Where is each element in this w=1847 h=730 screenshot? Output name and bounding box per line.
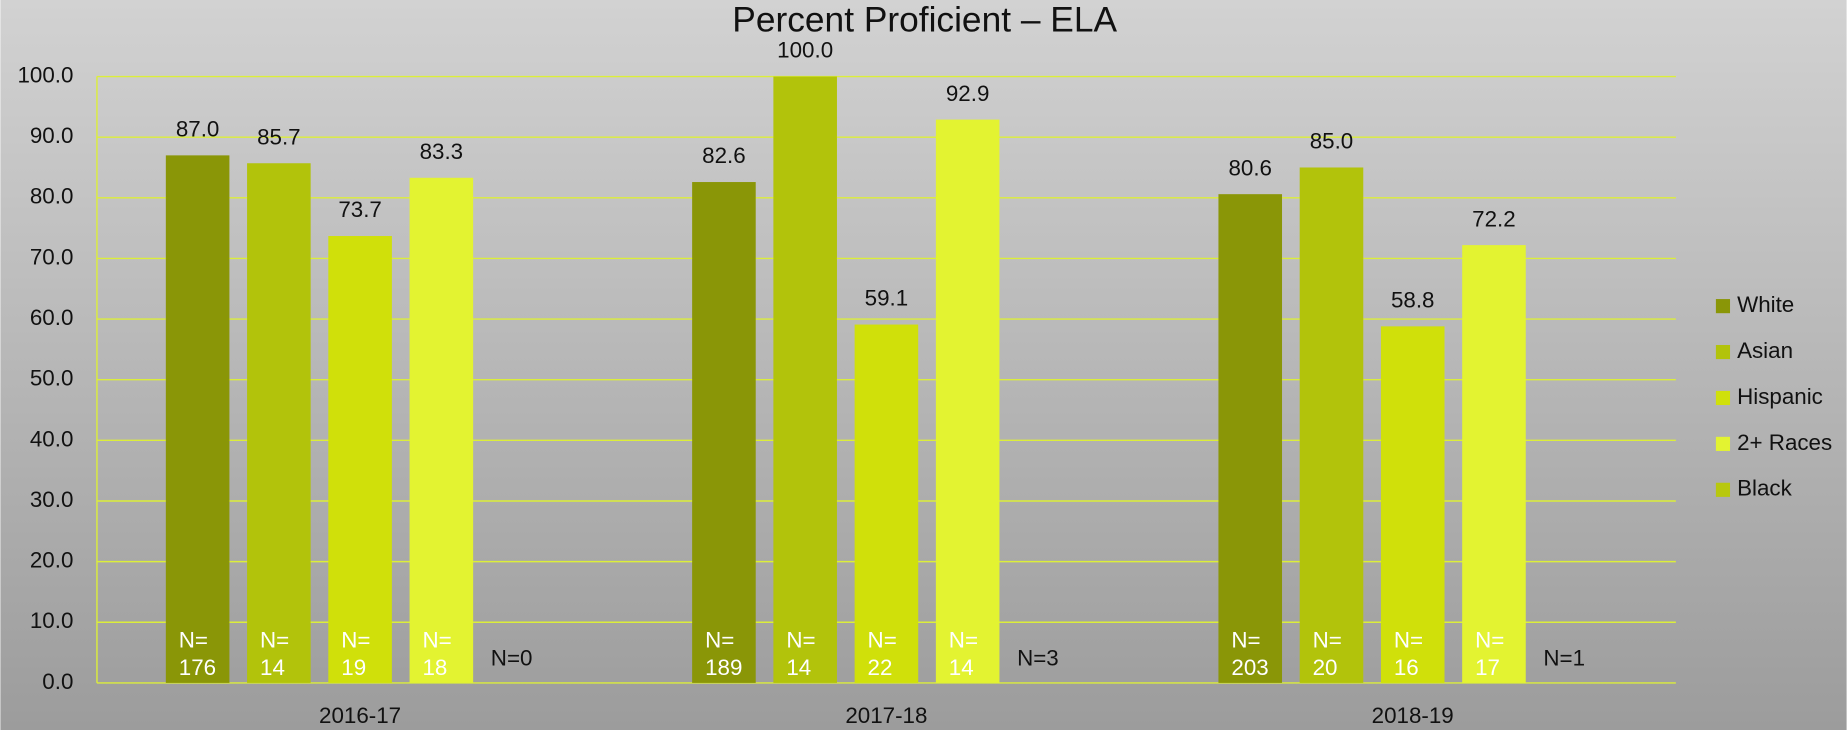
legend-swatch xyxy=(1715,436,1731,451)
n-label-line: N= xyxy=(949,628,978,653)
bar xyxy=(247,163,311,683)
bar xyxy=(1218,194,1283,683)
n-label-line: N=0 xyxy=(491,645,533,670)
n-label: N= 18 xyxy=(423,628,452,680)
y-tick-label: 30.0 xyxy=(30,487,74,512)
n-label-line: N=1 xyxy=(1543,645,1585,670)
n-label-line: 14 xyxy=(260,655,285,680)
n-label-line: N= xyxy=(1475,628,1504,653)
n-label-line: N= xyxy=(423,628,452,653)
n-label-line: 16 xyxy=(1394,655,1419,680)
y-tick-label: 80.0 xyxy=(30,184,74,209)
legend-swatch xyxy=(1715,299,1731,314)
n-label: N= 14 xyxy=(786,628,815,680)
n-label: N=0 xyxy=(491,645,533,670)
y-tick-label: 100.0 xyxy=(17,62,73,87)
n-label-line: N= xyxy=(179,628,208,653)
n-label: N= 203 xyxy=(1231,628,1268,680)
value-label: 80.6 xyxy=(1228,155,1272,180)
n-label: N= 22 xyxy=(868,628,897,680)
n-label-line: N= xyxy=(1394,628,1423,653)
y-tick-label: 60.0 xyxy=(30,305,74,330)
value-label: 85.7 xyxy=(257,124,301,149)
chart-title: Percent Proficient – ELA xyxy=(732,1,1117,40)
n-label: N= 17 xyxy=(1475,628,1504,680)
bar xyxy=(935,119,1000,683)
n-label-line: 17 xyxy=(1475,655,1500,680)
n-label: N= 20 xyxy=(1313,628,1342,680)
n-label-line: 18 xyxy=(423,655,448,680)
n-label: N= 176 xyxy=(179,628,216,680)
legend-label: Black xyxy=(1737,476,1792,501)
y-tick-label: 90.0 xyxy=(30,123,74,148)
y-tick-label: 10.0 xyxy=(30,608,74,633)
value-label: 83.3 xyxy=(420,139,464,164)
bar xyxy=(854,324,919,683)
legend-swatch xyxy=(1715,344,1731,360)
legend-swatch xyxy=(1715,390,1731,406)
y-tick-label: 0.0 xyxy=(42,669,73,694)
x-tick-label: 2018-19 xyxy=(1372,703,1454,728)
n-label: N=1 xyxy=(1543,645,1585,670)
bar xyxy=(692,182,756,683)
n-label: N=3 xyxy=(1017,645,1059,670)
bar xyxy=(409,177,474,683)
y-tick-label: 50.0 xyxy=(30,366,74,391)
x-tick-label: 2016-17 xyxy=(319,703,401,728)
legend-label: Hispanic xyxy=(1737,384,1823,409)
value-label: 82.6 xyxy=(702,143,746,168)
value-label: 100.0 xyxy=(777,38,833,63)
n-label-line: N= xyxy=(705,628,734,653)
n-label-line: 176 xyxy=(179,655,216,680)
n-label-line: N=3 xyxy=(1017,645,1059,670)
n-label: N= 189 xyxy=(705,628,742,680)
value-label: 58.8 xyxy=(1391,288,1435,313)
y-tick-label: 70.0 xyxy=(30,244,74,269)
n-label-line: 20 xyxy=(1313,655,1338,680)
value-label: 92.9 xyxy=(946,81,990,106)
y-tick-label: 20.0 xyxy=(30,548,74,573)
n-label: N= 14 xyxy=(260,628,289,680)
n-label: N= 14 xyxy=(949,628,978,680)
n-label: N= 19 xyxy=(341,628,370,680)
bar xyxy=(1462,245,1526,683)
n-label-line: N= xyxy=(341,628,370,653)
n-label-line: 14 xyxy=(949,655,974,680)
value-label: 59.1 xyxy=(865,286,909,311)
legend-label: Asian xyxy=(1737,338,1793,363)
n-label-line: 19 xyxy=(341,655,366,680)
n-label-line: N= xyxy=(1313,628,1342,653)
legend-label: 2+ Races xyxy=(1737,430,1832,455)
legend-label: White xyxy=(1737,292,1794,317)
value-label: 73.7 xyxy=(338,197,382,222)
n-label-line: 189 xyxy=(705,655,742,680)
bar xyxy=(165,155,230,683)
bar xyxy=(328,236,392,683)
value-label: 85.0 xyxy=(1310,129,1354,154)
bar xyxy=(773,76,837,683)
n-label-line: N= xyxy=(786,628,815,653)
y-tick-label: 40.0 xyxy=(30,426,74,451)
n-label: N= 16 xyxy=(1394,628,1423,680)
n-label-line: N= xyxy=(868,628,897,653)
n-label-line: 22 xyxy=(868,655,893,680)
bar xyxy=(1380,326,1445,683)
value-label: 72.2 xyxy=(1472,206,1516,231)
n-label-line: N= xyxy=(1231,628,1260,653)
bar xyxy=(1299,167,1364,683)
value-label: 87.0 xyxy=(176,117,220,142)
n-label-line: N= xyxy=(260,628,289,653)
n-label-line: 203 xyxy=(1231,655,1268,680)
legend-swatch xyxy=(1715,482,1731,497)
x-tick-label: 2017-18 xyxy=(845,703,927,728)
n-label-line: 14 xyxy=(786,655,811,680)
